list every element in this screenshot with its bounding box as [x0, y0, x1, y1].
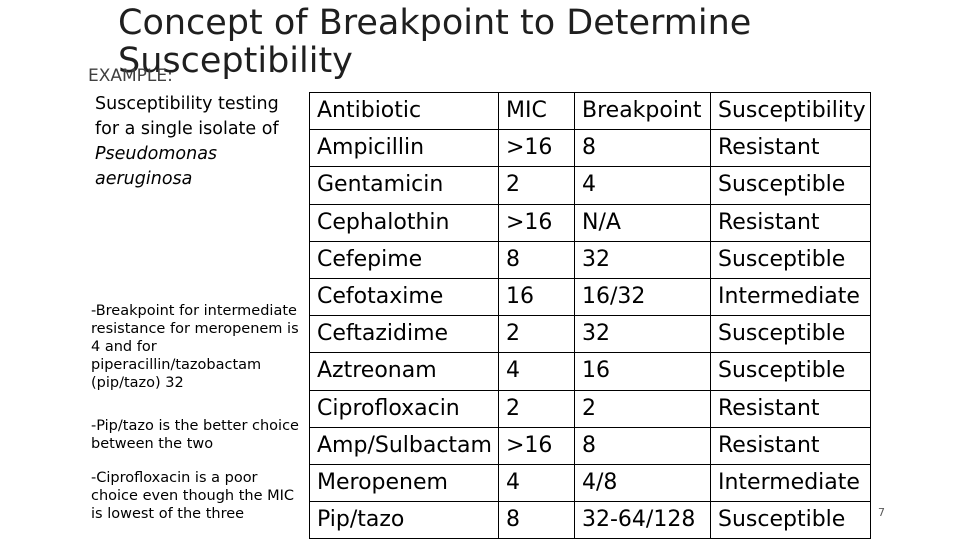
table-row: Cefepime 8 32 Susceptible [309, 240, 871, 279]
antibiotic-cell: Amp/Sulbactam [309, 426, 499, 465]
table-row: Cefotaxime 16 16/32 Intermediate [309, 277, 871, 317]
header-antibiotic: Antibiotic [309, 91, 499, 131]
mic-cell: >16 [498, 426, 575, 465]
antibiotic-cell: Gentamicin [309, 166, 499, 205]
slide-title: Concept of Breakpoint to Determine Susce… [118, 3, 752, 81]
breakpoint-cell: 32 [574, 315, 711, 354]
mic-cell: 16 [498, 277, 575, 317]
mic-cell: 2 [498, 166, 575, 205]
mic-cell: 8 [498, 240, 575, 279]
antibiotic-cell: Cephalothin [309, 203, 499, 242]
susceptibility-cell: Intermediate [710, 463, 871, 503]
table-row: Cephalothin >16 N/A Resistant [309, 203, 871, 242]
breakpoint-cell: N/A [574, 203, 711, 242]
table-row: Pip/tazo 8 32-64/128 Susceptible [309, 501, 871, 540]
susceptibility-cell: Susceptible [710, 166, 871, 205]
table-row: Meropenem 4 4/8 Intermediate [309, 463, 871, 503]
organism-name: Pseudomonas aeruginosa [95, 144, 218, 189]
mic-cell: 4 [498, 463, 575, 503]
susceptibility-cell: Resistant [710, 389, 871, 428]
susceptibility-cell: Susceptible [710, 352, 871, 391]
antibiotic-cell: Cefepime [309, 240, 499, 279]
mic-cell: >16 [498, 203, 575, 242]
susceptibility-cell: Resistant [710, 129, 871, 168]
intro-description: Susceptibility testing for a single isol… [95, 94, 279, 139]
note-breakpoint: -Breakpoint for intermediate resistance … [91, 303, 299, 391]
antibiotic-cell: Meropenem [309, 463, 499, 503]
table-row: Aztreonam 4 16 Susceptible [309, 352, 871, 391]
susceptibility-cell: Resistant [710, 203, 871, 242]
breakpoint-cell: 32-64/128 [574, 501, 711, 540]
header-breakpoint: Breakpoint [574, 91, 711, 131]
example-label: EXAMPLE: [88, 66, 173, 86]
mic-cell: 2 [498, 389, 575, 428]
breakpoint-cell: 8 [574, 129, 711, 168]
mic-cell: 8 [498, 501, 575, 540]
table-row: Ceftazidime 2 32 Susceptible [309, 315, 871, 354]
breakpoint-cell: 32 [574, 240, 711, 279]
susceptibility-cell: Resistant [710, 426, 871, 465]
antibiotic-cell: Ampicillin [309, 129, 499, 168]
antibiotic-cell: Cefotaxime [309, 277, 499, 317]
susceptibility-cell: Susceptible [710, 501, 871, 540]
page-number: 7 [878, 506, 885, 519]
mic-cell: 4 [498, 352, 575, 391]
note-ciprofloxacin: -Ciprofloxacin is a poor choice even tho… [91, 470, 295, 522]
antibiotic-cell: Ciprofloxacin [309, 389, 499, 428]
antibiotic-cell: Aztreonam [309, 352, 499, 391]
susceptibility-cell: Susceptible [710, 315, 871, 354]
mic-cell: >16 [498, 129, 575, 168]
susceptibility-table: Antibiotic MIC Breakpoint Susceptibility… [309, 91, 871, 540]
table-row: Amp/Sulbactam >16 8 Resistant [309, 426, 871, 465]
breakpoint-cell: 16/32 [574, 277, 711, 317]
antibiotic-cell: Ceftazidime [309, 315, 499, 354]
header-mic: MIC [498, 91, 575, 131]
breakpoint-cell: 2 [574, 389, 711, 428]
breakpoint-cell: 16 [574, 352, 711, 391]
table-row: Ampicillin >16 8 Resistant [309, 129, 871, 168]
susceptibility-cell: Susceptible [710, 240, 871, 279]
intro-text: Susceptibility testing for a single isol… [95, 92, 295, 192]
susceptibility-cell: Intermediate [710, 277, 871, 317]
table-header-row: Antibiotic MIC Breakpoint Susceptibility [309, 91, 871, 131]
mic-cell: 2 [498, 315, 575, 354]
breakpoint-cell: 4/8 [574, 463, 711, 503]
breakpoint-cell: 4 [574, 166, 711, 205]
breakpoint-cell: 8 [574, 426, 711, 465]
antibiotic-cell: Pip/tazo [309, 501, 499, 540]
table-row: Ciprofloxacin 2 2 Resistant [309, 389, 871, 428]
header-susceptibility: Susceptibility [710, 91, 871, 131]
table-row: Gentamicin 2 4 Susceptible [309, 166, 871, 205]
note-pip-tazo: -Pip/tazo is the better choice between t… [91, 418, 299, 452]
